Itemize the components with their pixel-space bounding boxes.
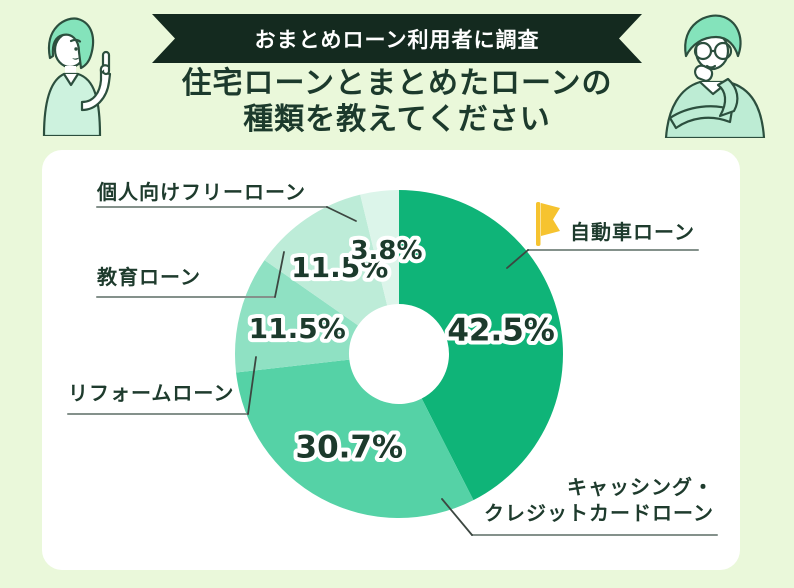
slice-value-labels: 42.5%30.7%11.5%11.5%3.8%	[245, 232, 559, 469]
donut-slices	[235, 190, 563, 518]
survey-title-line1: 住宅ローンとまとめたローンの	[181, 66, 613, 101]
banner-label: おまとめローン利用者に調査	[254, 27, 540, 52]
callout-label-reform: リフォームローン	[68, 381, 235, 405]
donut-slice-0	[399, 190, 563, 501]
slice-value-label-4: 3.8%	[350, 236, 422, 266]
slice-value-label-2: 11.5%	[249, 312, 346, 345]
donut-slice-1	[236, 359, 474, 518]
man-raised-arm	[716, 77, 739, 118]
man-hand	[694, 64, 714, 83]
donut-slice-2	[235, 260, 359, 373]
donut-slice-4	[360, 190, 399, 306]
banner-ribbon: おまとめローン利用者に調査	[152, 14, 642, 63]
woman-hair	[47, 17, 95, 70]
woman-illustration	[42, 17, 112, 136]
woman-arm	[80, 70, 112, 112]
donut-slice-3	[264, 194, 388, 326]
slice-value-label-3: 11.5%	[291, 251, 388, 284]
callout-leader-reform	[247, 356, 257, 415]
survey-title: 住宅ローンとまとめたローンの 種類を教えてください	[0, 66, 794, 138]
callout-leader-cashing	[441, 498, 473, 536]
callout-leader-car	[506, 249, 529, 269]
callout-leader-personal	[326, 206, 357, 222]
slice-value-label-1: 30.7%	[296, 429, 404, 465]
callout-label-car: 自動車ローン	[570, 220, 695, 244]
callout-label-personal: 個人向けフリーローン	[97, 180, 306, 204]
callout-label-education: 教育ローン	[97, 265, 201, 289]
callout-label-cashing-line1: キャッシング・	[567, 475, 714, 499]
callout-label-cashing: キャッシング・ クレジットカードローン	[484, 474, 714, 526]
slice-value-label-0: 42.5%	[447, 312, 555, 348]
man-illustration	[664, 14, 766, 138]
flag-icon	[536, 202, 560, 246]
man-folded-arm	[668, 105, 734, 130]
man-hair	[684, 14, 742, 58]
callout-label-cashing-line2: クレジットカードローン	[484, 501, 714, 525]
callout-leader-education	[274, 251, 285, 298]
survey-title-line2: 種類を教えてください	[243, 102, 551, 137]
